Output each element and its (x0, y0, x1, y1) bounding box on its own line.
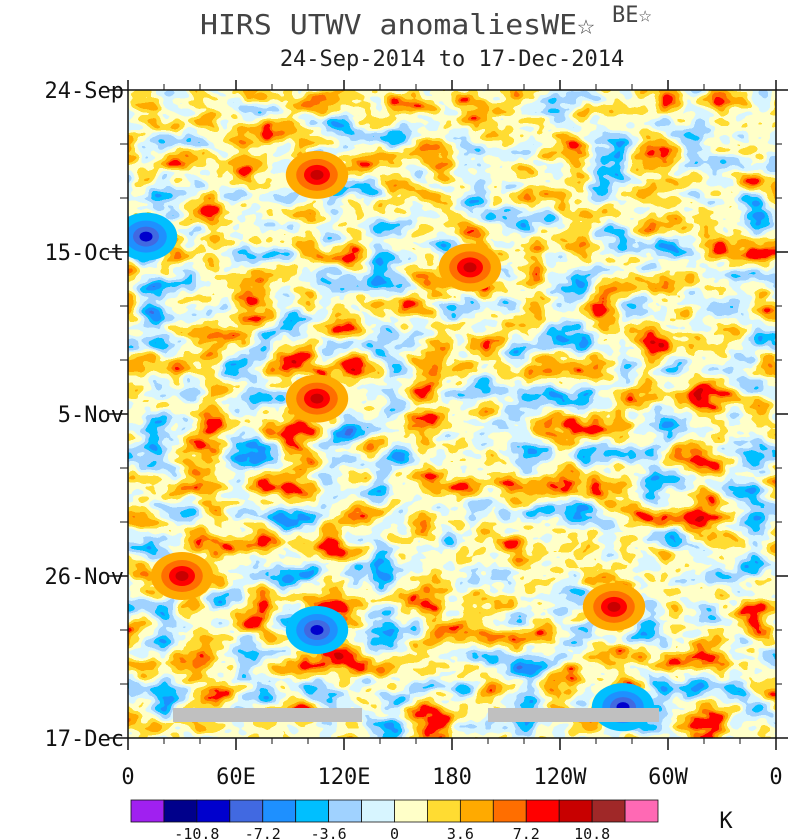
colorbar-label: 10.8 (574, 825, 610, 840)
colorbar-swatch (624, 799, 659, 823)
colorbar-swatch (525, 799, 560, 823)
y-tick-label: 24-Sep (45, 79, 124, 104)
colorbar-swatch (427, 799, 461, 823)
colorbar-swatch (558, 799, 593, 823)
colorbar-swatch (459, 799, 494, 823)
colorbar-swatch (492, 799, 527, 823)
colorbar-label: 7.2 (513, 825, 540, 840)
positive-anomaly-core (285, 374, 349, 423)
positive-anomaly-core (150, 552, 214, 600)
colorbar-swatch (328, 799, 362, 823)
missing-data-bar (488, 708, 659, 722)
colorbar-swatch (229, 799, 264, 823)
y-tick-label: 15-Oct (45, 241, 124, 266)
positive-anomaly-core (438, 243, 502, 292)
colorbar-unit: K (719, 809, 733, 834)
anomaly-contour-band (128, 90, 776, 738)
chart-subtitle: 24-Sep-2014 to 17-Dec-2014 (280, 47, 624, 72)
x-tick-label: 120W (534, 765, 588, 790)
colorbar-label: 0 (390, 825, 399, 840)
colorbar-label: -3.6 (311, 825, 347, 840)
x-tick-label: 0 (769, 765, 782, 790)
missing-data-bar (173, 708, 362, 722)
negative-anomaly-core (128, 212, 178, 261)
negative-anomaly-core (591, 683, 655, 732)
x-tick-label: 60W (648, 765, 688, 790)
colorbar-swatch (163, 799, 198, 823)
y-tick-label: 26-Nov (45, 565, 124, 590)
x-tick-label: 180 (432, 765, 472, 790)
x-tick-label: 0 (121, 765, 134, 790)
y-tick-label: 17-Dec (45, 727, 124, 752)
colorbar-swatch (361, 799, 395, 823)
colorbar-swatch (262, 799, 297, 823)
negative-anomaly-core (285, 606, 349, 654)
heatmap-field (128, 90, 776, 738)
colorbar-label: -10.8 (174, 825, 219, 840)
chart-title: HIRS UTWV anomalies WE☆ (200, 8, 595, 41)
colorbar-swatch (591, 799, 626, 823)
colorbar-label: -7.2 (245, 825, 281, 840)
positive-anomaly-core (285, 150, 349, 199)
title-superscript: BE☆ (612, 3, 652, 28)
positive-anomaly-core (582, 582, 646, 631)
y-tick-label: 5-Nov (58, 403, 124, 428)
colorbar-swatch (196, 799, 231, 823)
colorbar-swatch (295, 799, 330, 823)
colorbar-label: 3.6 (447, 825, 474, 840)
title-suffix: WE (541, 8, 577, 41)
x-tick-label: 120E (318, 765, 371, 790)
colorbar-swatch (130, 799, 165, 823)
colorbar-swatch (394, 799, 428, 823)
x-tick-label: 60E (216, 765, 256, 790)
